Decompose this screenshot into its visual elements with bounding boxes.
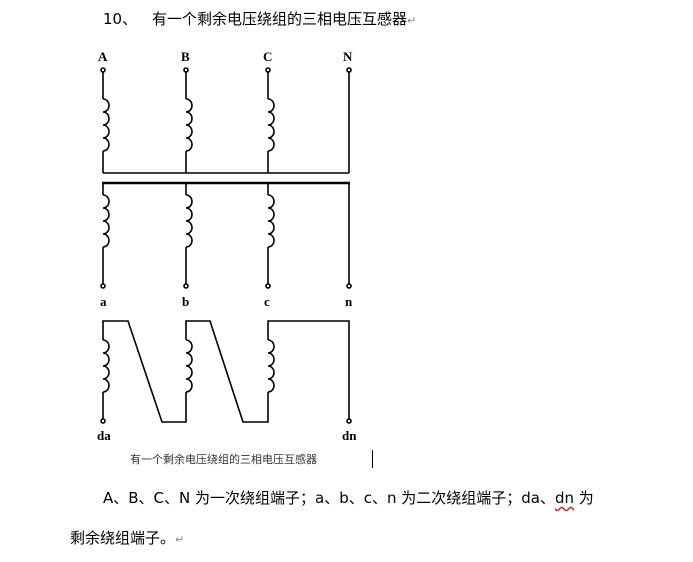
terminal-N: N bbox=[343, 49, 353, 64]
secondary-winding bbox=[100, 183, 352, 289]
terminal-B: B bbox=[181, 49, 190, 64]
residual-winding bbox=[100, 320, 352, 424]
terminal-A: A bbox=[98, 49, 108, 64]
paragraph-line-2: 剩余绕组端子。↵ bbox=[70, 527, 184, 548]
terminal-c: c bbox=[264, 294, 270, 309]
terminal-C: C bbox=[263, 49, 272, 64]
paragraph-line-1: A、B、C、N 为一次绕组端子；a、b、c、n 为二次绕组端子；da、dn 为 bbox=[103, 487, 594, 508]
primary-winding bbox=[100, 67, 352, 174]
paragraph-text: 为 bbox=[574, 489, 594, 507]
paragraph-text: A、B、C、N 为一次绕组端子；a、b、c、n 为二次绕组端子；da、 bbox=[103, 489, 555, 507]
heading-number: 10、 bbox=[103, 10, 138, 28]
paragraph-text: 剩余绕组端子。 bbox=[70, 529, 176, 547]
terminal-dn: dn bbox=[342, 428, 357, 443]
terminal-da: da bbox=[97, 428, 111, 443]
heading-text: 有一个剩余电压绕组的三相电压互感器 bbox=[152, 10, 408, 28]
spellcheck-word[interactable]: dn bbox=[554, 489, 574, 507]
figure-caption: 有一个剩余电压绕组的三相电压互感器 bbox=[130, 453, 317, 466]
paragraph-mark: ↵ bbox=[175, 533, 185, 546]
paragraph-mark: ↵ bbox=[407, 14, 417, 27]
text-cursor bbox=[372, 450, 373, 468]
heading: 有一个剩余电压绕组的三相电压互感器↵ bbox=[152, 8, 416, 29]
terminal-a: a bbox=[100, 294, 107, 309]
terminal-b: b bbox=[182, 294, 189, 309]
terminal-n: n bbox=[345, 294, 353, 309]
